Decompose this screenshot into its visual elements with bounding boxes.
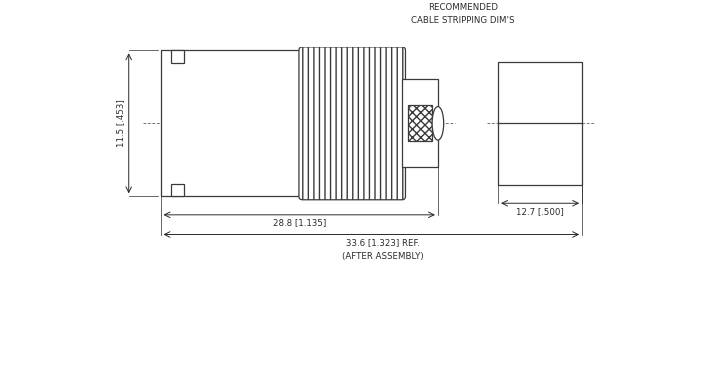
Text: 12.7 [.500]: 12.7 [.500]: [516, 207, 564, 216]
Text: RECOMMENDED
CABLE STRIPPING DIM'S: RECOMMENDED CABLE STRIPPING DIM'S: [411, 4, 515, 25]
Text: 33.6 [1.323] REF.: 33.6 [1.323] REF.: [346, 238, 420, 247]
Bar: [171, 50, 184, 63]
Bar: [408, 106, 432, 141]
Bar: [402, 79, 438, 167]
Text: 28.8 [1.135]: 28.8 [1.135]: [273, 218, 326, 227]
Ellipse shape: [432, 107, 444, 140]
Text: (AFTER ASSEMBLY): (AFTER ASSEMBLY): [342, 252, 423, 261]
Bar: [161, 50, 302, 196]
Bar: [171, 183, 184, 196]
Bar: [498, 62, 582, 185]
FancyBboxPatch shape: [299, 47, 405, 200]
Text: 11.5 [.453]: 11.5 [.453]: [116, 99, 125, 147]
